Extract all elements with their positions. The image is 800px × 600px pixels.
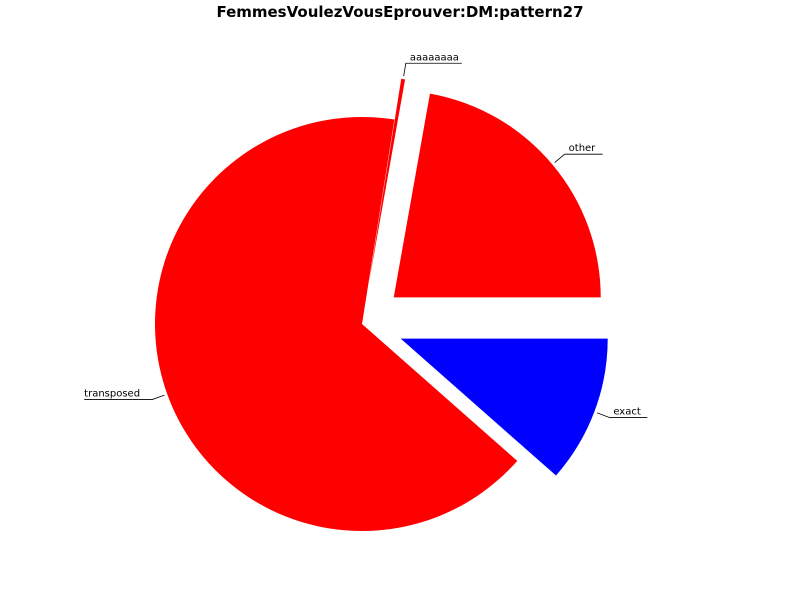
leader-line-transposed: [84, 394, 165, 400]
slice-label-exact: exact: [613, 406, 641, 417]
slice-label-other: other: [569, 143, 597, 154]
leader-line-other: [554, 153, 603, 163]
slice-label-transposed: transposed: [84, 389, 140, 400]
slice-label-unlabeled: aaaaaaaa: [410, 52, 459, 63]
chart-title: FemmesVoulezVousEprouver:DM:pattern27: [216, 3, 584, 21]
leader-line-unlabeled: [403, 62, 462, 77]
leader-line-exact: [597, 412, 648, 418]
pie-slice-unlabeled: [368, 78, 406, 284]
pie-slice-other: [393, 93, 601, 298]
pie-slice-exact: [400, 338, 608, 476]
pie-slice-transposed: [155, 117, 518, 531]
